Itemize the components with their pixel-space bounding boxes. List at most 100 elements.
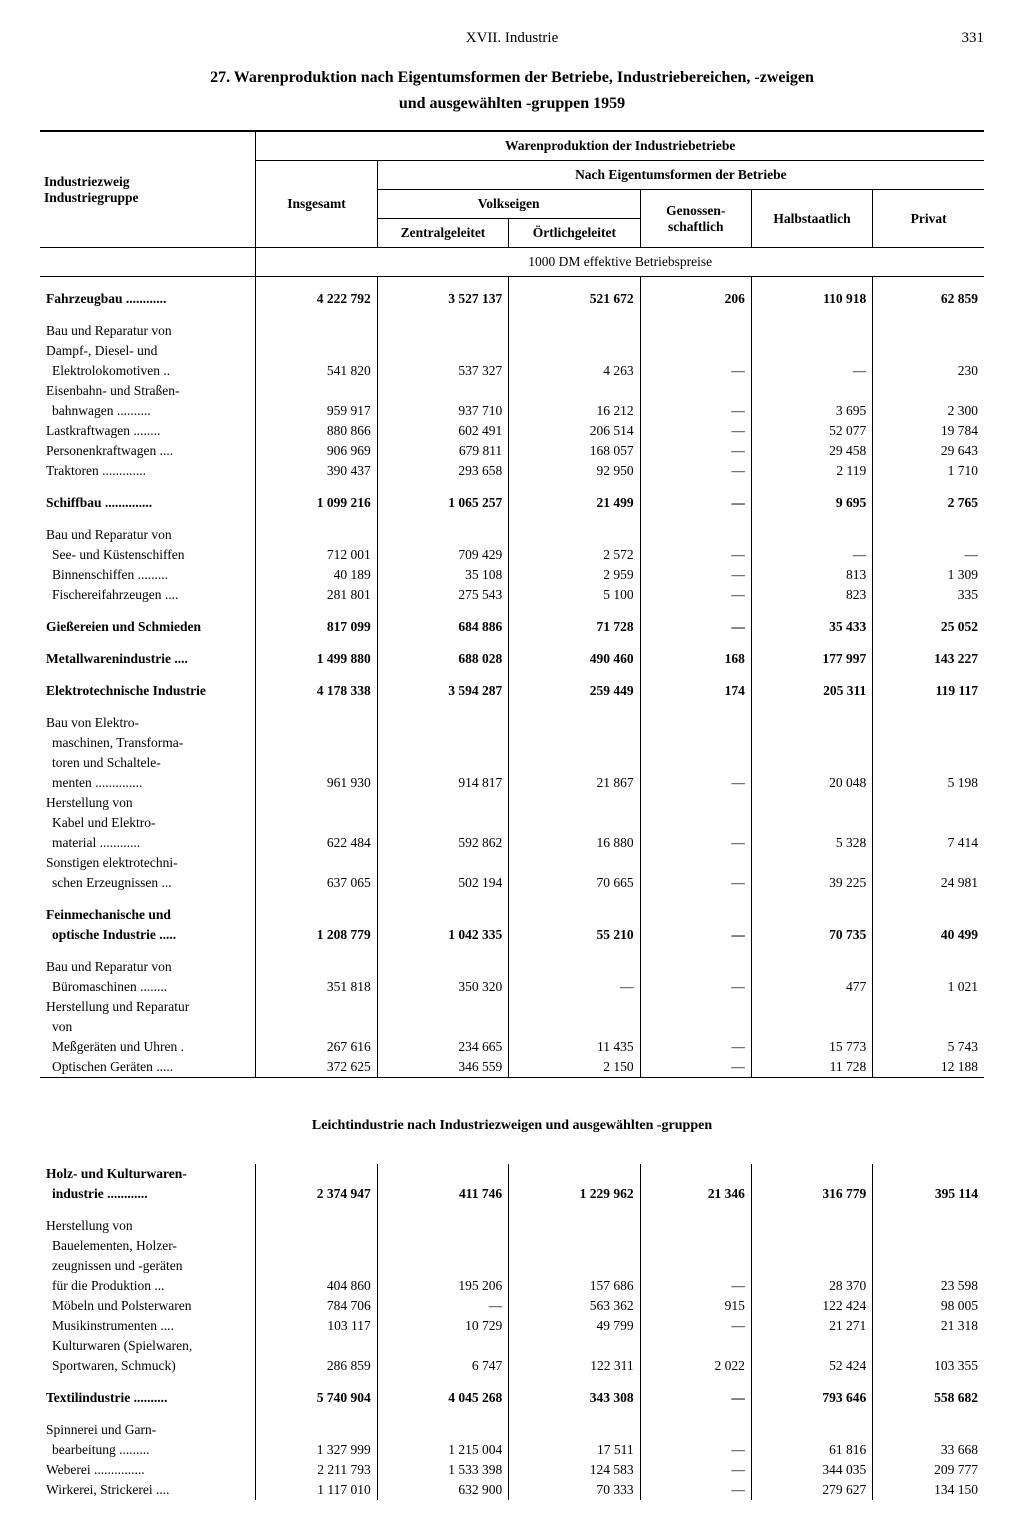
cell bbox=[751, 733, 872, 753]
cell: 2 150 bbox=[509, 1057, 640, 1078]
table-row: Möbeln und Polsterwaren784 706—563 36291… bbox=[40, 1296, 984, 1316]
table-body-2: Holz- und Kulturwaren-industrie ........… bbox=[40, 1164, 984, 1500]
cell bbox=[751, 1236, 872, 1256]
table-row: Spinnerei und Garn- bbox=[40, 1420, 984, 1440]
cell bbox=[640, 957, 751, 977]
cell: — bbox=[640, 401, 751, 421]
chapter-title: XVII. Industrie bbox=[100, 30, 924, 47]
row-label: Bau und Reparatur von bbox=[40, 321, 256, 341]
cell bbox=[751, 853, 872, 873]
table-row: Herstellung von bbox=[40, 793, 984, 813]
cell: 880 866 bbox=[256, 421, 377, 441]
cell bbox=[509, 733, 640, 753]
cell: — bbox=[640, 1440, 751, 1460]
cell: 558 682 bbox=[873, 1388, 984, 1408]
cell: 632 900 bbox=[377, 1480, 508, 1500]
row-label: Herstellung und Reparatur bbox=[40, 997, 256, 1017]
cell bbox=[256, 753, 377, 773]
cell: 2 300 bbox=[873, 401, 984, 421]
cell: 168 bbox=[640, 649, 751, 669]
cell: 29 458 bbox=[751, 441, 872, 461]
row-label: optische Industrie ..... bbox=[40, 925, 256, 945]
cell: 21 346 bbox=[640, 1184, 751, 1204]
cell bbox=[509, 1420, 640, 1440]
cell bbox=[751, 341, 872, 361]
cell bbox=[509, 321, 640, 341]
cell: 206 514 bbox=[509, 421, 640, 441]
row-label: Herstellung von bbox=[40, 793, 256, 813]
row-label: menten .............. bbox=[40, 773, 256, 793]
cell: 157 686 bbox=[509, 1276, 640, 1296]
cell bbox=[509, 1017, 640, 1037]
table-row bbox=[40, 893, 984, 905]
cell: 267 616 bbox=[256, 1037, 377, 1057]
cell bbox=[751, 793, 872, 813]
cell: 35 433 bbox=[751, 617, 872, 637]
cell: 1 710 bbox=[873, 461, 984, 481]
cell bbox=[640, 341, 751, 361]
section-divider: Leichtindustrie nach Industriezweigen un… bbox=[40, 1078, 984, 1165]
cell: 351 818 bbox=[256, 977, 377, 997]
cell: 344 035 bbox=[751, 1460, 872, 1480]
row-label: Wirkerei, Strickerei .... bbox=[40, 1480, 256, 1500]
table-row: Feinmechanische und bbox=[40, 905, 984, 925]
hdr-empty bbox=[40, 248, 256, 277]
cell: 637 065 bbox=[256, 873, 377, 893]
cell bbox=[751, 381, 872, 401]
row-label: schen Erzeugnissen ... bbox=[40, 873, 256, 893]
cell: — bbox=[640, 545, 751, 565]
cell bbox=[509, 813, 640, 833]
cell: — bbox=[640, 977, 751, 997]
cell: 592 862 bbox=[377, 833, 508, 853]
cell bbox=[873, 381, 984, 401]
cell: 817 099 bbox=[256, 617, 377, 637]
cell: — bbox=[640, 1460, 751, 1480]
cell: 21 499 bbox=[509, 493, 640, 513]
cell: 823 bbox=[751, 585, 872, 605]
table-row: Traktoren .............390 437293 65892 … bbox=[40, 461, 984, 481]
hdr-privat: Privat bbox=[873, 190, 984, 248]
row-label: Meßgeräten und Uhren . bbox=[40, 1037, 256, 1057]
cell: 490 460 bbox=[509, 649, 640, 669]
hdr-rowlabel: Industriezweig Industriegruppe bbox=[40, 131, 256, 248]
cell: — bbox=[640, 1037, 751, 1057]
row-label: Lastkraftwagen ........ bbox=[40, 421, 256, 441]
cell bbox=[377, 1017, 508, 1037]
cell bbox=[640, 733, 751, 753]
cell bbox=[751, 905, 872, 925]
cell bbox=[509, 1216, 640, 1236]
cell: 24 981 bbox=[873, 873, 984, 893]
table-row: Fischereifahrzeugen ....281 801275 5435 … bbox=[40, 585, 984, 605]
hdr-unit: 1000 DM effektive Betriebspreise bbox=[256, 248, 984, 277]
hdr-top: Warenproduktion der Industriebetriebe bbox=[256, 131, 984, 161]
cell bbox=[509, 525, 640, 545]
cell bbox=[640, 1164, 751, 1184]
row-label: bahnwagen .......... bbox=[40, 401, 256, 421]
cell: 40 499 bbox=[873, 925, 984, 945]
cell bbox=[509, 1164, 640, 1184]
cell: 622 484 bbox=[256, 833, 377, 853]
cell bbox=[873, 813, 984, 833]
row-label: Schiffbau .............. bbox=[40, 493, 256, 513]
cell: 16 880 bbox=[509, 833, 640, 853]
cell: 5 743 bbox=[873, 1037, 984, 1057]
table-row: Sonstigen elektrotechni- bbox=[40, 853, 984, 873]
cell bbox=[256, 733, 377, 753]
cell bbox=[256, 813, 377, 833]
table-row: Bauelementen, Holzer- bbox=[40, 1236, 984, 1256]
table-head: Industriezweig Industriegruppe Warenprod… bbox=[40, 131, 984, 277]
cell bbox=[640, 525, 751, 545]
row-label: Gießereien und Schmieden bbox=[40, 617, 256, 637]
cell: 813 bbox=[751, 565, 872, 585]
cell: 4 178 338 bbox=[256, 681, 377, 701]
cell: 335 bbox=[873, 585, 984, 605]
cell: 5 100 bbox=[509, 585, 640, 605]
cell: 1 499 880 bbox=[256, 649, 377, 669]
cell: 541 820 bbox=[256, 361, 377, 381]
row-label: Personenkraftwagen .... bbox=[40, 441, 256, 461]
cell: 21 867 bbox=[509, 773, 640, 793]
cell bbox=[751, 1336, 872, 1356]
cell: 477 bbox=[751, 977, 872, 997]
cell bbox=[640, 321, 751, 341]
cell bbox=[377, 1420, 508, 1440]
